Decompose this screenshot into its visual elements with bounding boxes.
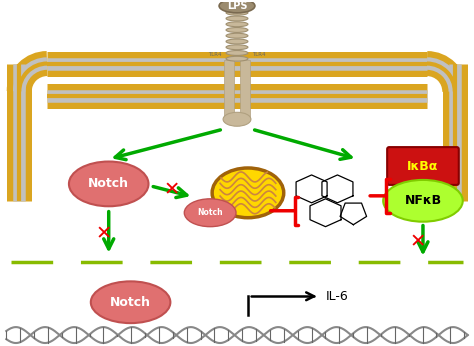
Ellipse shape: [223, 112, 251, 126]
Text: Notch: Notch: [197, 208, 223, 217]
Text: NFκB: NFκB: [404, 194, 441, 207]
Ellipse shape: [226, 28, 248, 33]
Ellipse shape: [226, 22, 248, 27]
Ellipse shape: [212, 168, 284, 218]
Ellipse shape: [219, 0, 255, 13]
Text: ✕: ✕: [96, 224, 112, 243]
Ellipse shape: [91, 281, 170, 323]
Ellipse shape: [69, 162, 148, 206]
Ellipse shape: [226, 16, 248, 21]
FancyBboxPatch shape: [387, 147, 459, 185]
Ellipse shape: [226, 39, 248, 44]
Bar: [240, 60, 250, 119]
Text: Notch: Notch: [110, 296, 151, 309]
Text: LPS: LPS: [227, 1, 247, 11]
Text: TLR4: TLR4: [209, 52, 222, 57]
Text: TLR4: TLR4: [252, 52, 265, 57]
Bar: [224, 60, 234, 119]
Ellipse shape: [383, 180, 463, 222]
Text: IL-6: IL-6: [326, 290, 348, 303]
Text: Notch: Notch: [88, 177, 129, 190]
Ellipse shape: [226, 51, 248, 55]
Ellipse shape: [226, 10, 248, 15]
Text: ✕: ✕: [410, 232, 426, 251]
Text: IκBα: IκBα: [407, 160, 438, 173]
Ellipse shape: [226, 56, 248, 61]
Ellipse shape: [184, 199, 236, 227]
Ellipse shape: [226, 33, 248, 38]
Ellipse shape: [226, 45, 248, 50]
Text: ✕: ✕: [163, 180, 180, 199]
